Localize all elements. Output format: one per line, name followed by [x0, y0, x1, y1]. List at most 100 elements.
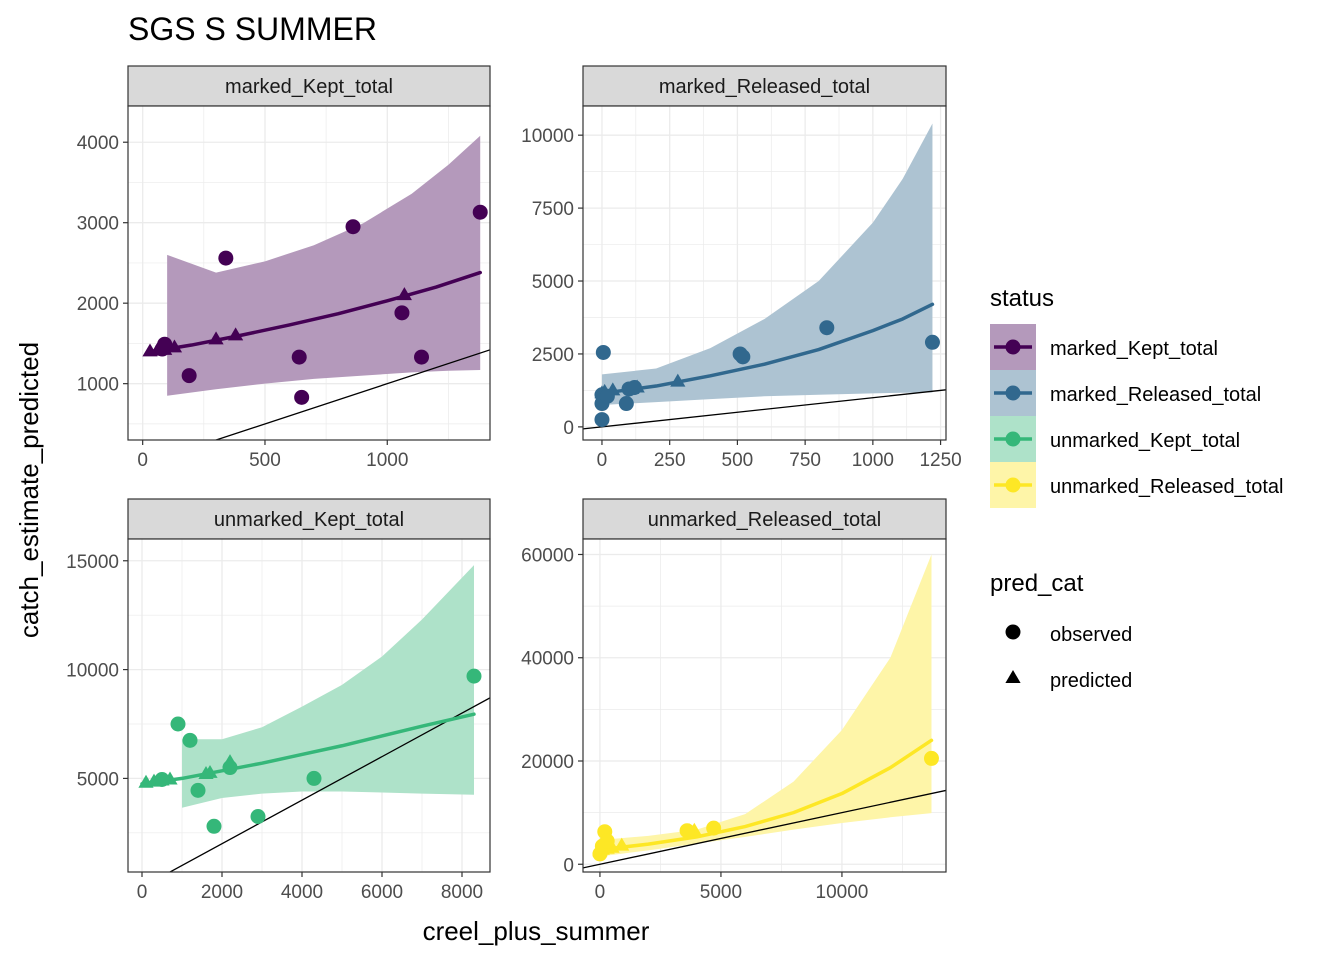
x-tick-label: 1250 [919, 450, 961, 471]
y-tick-label: 20000 [521, 752, 574, 773]
predicted-point [202, 764, 218, 778]
observed-point [154, 772, 170, 787]
x-tick-label: 750 [789, 450, 821, 471]
predicted-point [670, 373, 686, 387]
y-tick-label: 3000 [77, 214, 119, 235]
observed-point [181, 368, 197, 384]
panel-plot-area [138, 565, 490, 872]
y-tick-label: 10000 [66, 661, 119, 682]
predicted-point [396, 287, 412, 301]
confidence-band [599, 554, 932, 857]
observed-point [414, 349, 430, 365]
confidence-band [167, 135, 481, 396]
facet-strip [127, 65, 491, 107]
reference-line [168, 697, 490, 872]
predicted-point [166, 339, 183, 353]
panel-border [127, 105, 491, 441]
facet-panels: marked_Kept_total 0 500 1000 1000 2000 3000 400… [66, 65, 962, 903]
legend: status marked_Kept_total marked_Released_t… [990, 285, 1284, 692]
observed-point [157, 336, 173, 352]
observed-point [819, 320, 835, 336]
y-tick-label: 60000 [521, 545, 574, 566]
legend-shape-title: pred_cat [990, 570, 1084, 597]
observed-point [222, 760, 238, 776]
predicted-point [614, 837, 630, 851]
legend-shape-triangle [1005, 670, 1021, 683]
y-tick-label: 2000 [77, 294, 119, 315]
x-tick-label: 5000 [700, 882, 742, 903]
y-tick-label: 5000 [532, 272, 574, 293]
facet-strip [582, 498, 947, 540]
observed-point [206, 818, 222, 834]
observed-point [345, 219, 361, 235]
facet-panel-marked_Released_total: marked_Released_total 0 250 500 750 1000 1250 0… [521, 65, 962, 471]
fit-line [600, 302, 935, 396]
observed-point [291, 349, 307, 365]
legend-key-point [1005, 339, 1021, 355]
legend-shape-circle [1005, 624, 1021, 640]
observed-point [595, 344, 611, 360]
panel-border [582, 105, 947, 441]
x-axis-label: creel_plus_summer [423, 916, 650, 946]
observed-point [466, 668, 482, 684]
y-tick-label: 2500 [532, 345, 574, 366]
observed-point [924, 334, 940, 350]
observed-point [250, 809, 266, 824]
x-tick-label: 0 [595, 882, 606, 903]
y-tick-label: 4000 [77, 133, 119, 154]
facet-strip-label: unmarked_Kept_total [214, 509, 404, 531]
fit-line [145, 270, 482, 355]
x-tick-label: 500 [722, 450, 754, 471]
panel-plot-area [142, 135, 490, 440]
panel-border [127, 538, 491, 873]
y-tick-label: 1000 [77, 375, 119, 396]
panel-plot-area [583, 554, 946, 869]
panel-border [582, 538, 947, 873]
legend-status-label: unmarked_Kept_total [1050, 430, 1240, 452]
observed-point [294, 389, 310, 405]
observed-point [599, 388, 615, 404]
legend-status-key [990, 324, 1036, 370]
facet-strip-label: marked_Kept_total [225, 76, 393, 98]
predicted-point [228, 327, 244, 341]
facet-panel-marked_Kept_total: marked_Kept_total 0 500 1000 1000 2000 3000 400… [77, 65, 491, 471]
fit-line [140, 712, 476, 786]
reference-line [583, 789, 946, 869]
reference-line [213, 349, 490, 440]
facet-strip [582, 65, 947, 107]
legend-status-label: unmarked_Released_total [1050, 476, 1284, 498]
observed-point [394, 305, 410, 321]
x-tick-label: 6000 [361, 882, 403, 903]
observed-point [923, 750, 939, 766]
legend-shape-label: observed [1050, 624, 1132, 646]
x-tick-label: 1000 [366, 450, 408, 471]
y-tick-label: 7500 [532, 199, 574, 220]
facet-panel-unmarked_Kept_total: unmarked_Kept_total 0 2000 4000 6000 8000 5000… [66, 498, 491, 903]
x-tick-label: 10000 [816, 882, 869, 903]
legend-key-point [1005, 477, 1021, 493]
y-tick-label: 0 [563, 855, 574, 876]
facet-panel-unmarked_Released_total: unmarked_Released_total 0 5000 10000 0 20000 4… [521, 498, 947, 903]
observed-point [218, 250, 234, 266]
panel-plot-area [583, 123, 946, 430]
reference-line [583, 389, 946, 430]
x-tick-label: 250 [654, 450, 686, 471]
facet-strip [127, 498, 491, 540]
observed-point [599, 833, 615, 849]
x-tick-label: 500 [249, 450, 281, 471]
confidence-band [182, 565, 474, 808]
observed-point [679, 823, 695, 839]
legend-status-key [990, 370, 1036, 416]
y-tick-label: 10000 [521, 126, 574, 147]
observed-point [190, 782, 206, 798]
predicted-point [208, 331, 224, 345]
legend-status-key [990, 462, 1036, 508]
confidence-band [601, 123, 933, 405]
observed-point [735, 349, 751, 365]
legend-status-key [990, 416, 1036, 462]
x-tick-label: 8000 [441, 882, 483, 903]
observed-point [306, 770, 322, 786]
legend-status-label: marked_Kept_total [1050, 338, 1218, 360]
observed-point [170, 716, 186, 732]
